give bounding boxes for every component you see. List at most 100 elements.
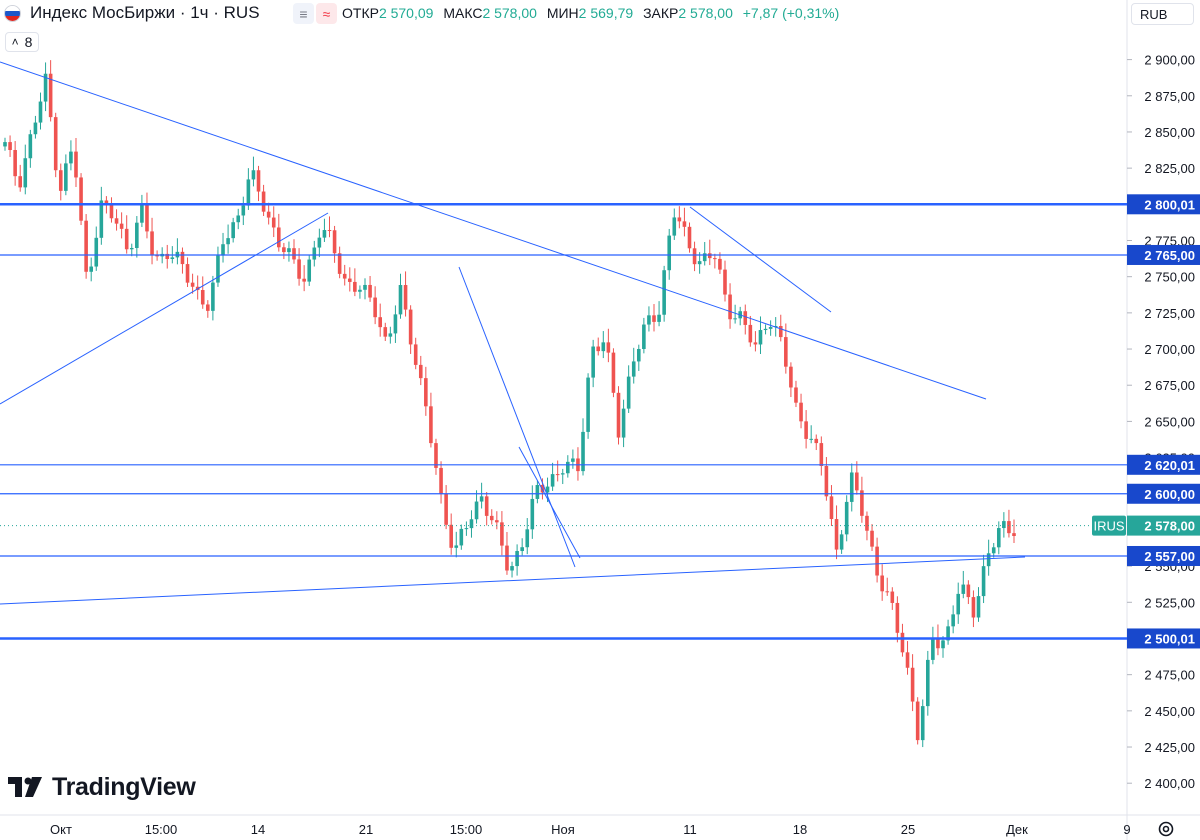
candle-body <box>855 472 859 491</box>
candle-body <box>378 317 383 328</box>
candle-body <box>768 327 773 329</box>
candle-body <box>317 237 322 248</box>
level-price-label: 2 620,01 <box>1144 458 1195 473</box>
candle-body <box>530 498 535 530</box>
candle-body <box>936 638 940 649</box>
wave-icon[interactable]: ≈ <box>316 3 337 24</box>
candle-body <box>915 701 920 741</box>
y-tick-label: 2 850,00 <box>1144 125 1195 140</box>
symbol-title[interactable]: Индекс МосБиржи · 1ч · RUS <box>30 3 260 22</box>
candle-body <box>454 545 459 548</box>
candle-body <box>353 281 357 292</box>
x-tick-label: 15:00 <box>450 822 483 837</box>
candle-body <box>69 151 73 164</box>
candle-body <box>525 529 530 548</box>
candle-body <box>449 524 453 548</box>
candle-body <box>418 364 423 379</box>
candle-body <box>206 304 210 311</box>
candle-body <box>692 248 697 265</box>
candle-body <box>794 387 798 403</box>
candle-body <box>358 289 362 292</box>
candle-body <box>261 191 266 212</box>
candle-body <box>550 474 555 487</box>
candle-body <box>849 472 854 502</box>
candle-body <box>672 217 677 236</box>
y-tick-label: 2 900,00 <box>1144 53 1195 68</box>
candle-body <box>393 314 398 334</box>
candle-body <box>3 142 7 147</box>
candle-body <box>763 328 768 331</box>
candle-body <box>662 270 666 315</box>
candle-body <box>515 551 519 567</box>
level-price-label: 2 765,00 <box>1144 248 1195 263</box>
candle-body <box>53 117 58 171</box>
candle-body <box>484 496 489 516</box>
candle-body <box>647 315 651 325</box>
candle-body <box>109 203 114 219</box>
candle-body <box>33 122 38 135</box>
candle-body <box>13 150 17 177</box>
y-tick-label: 2 425,00 <box>1144 740 1195 755</box>
candle-body <box>555 474 560 476</box>
candle-body <box>713 258 717 260</box>
candle-body <box>8 142 12 151</box>
candle-body <box>748 324 753 343</box>
candle-body <box>226 238 230 245</box>
candle-body <box>697 261 702 265</box>
candle-body <box>145 203 149 232</box>
candle-body <box>586 377 590 432</box>
candle-body <box>114 218 119 224</box>
trend-line <box>689 206 832 313</box>
candle-body <box>718 258 722 270</box>
candle-body <box>140 203 144 223</box>
candle-body <box>271 217 276 228</box>
candle-body <box>991 547 996 554</box>
candle-body <box>616 392 621 438</box>
candle-body <box>104 200 109 204</box>
candle-body <box>702 253 707 262</box>
x-tick-label: Окт <box>50 822 72 837</box>
high-value: 2 578,00 <box>482 5 537 21</box>
change-value: +7,87 (+0,31%) <box>742 5 840 21</box>
candle-body <box>444 494 448 525</box>
candle-body <box>900 632 905 653</box>
candle-body <box>413 344 418 365</box>
y-tick-label: 2 450,00 <box>1144 704 1195 719</box>
candle-body <box>231 222 235 239</box>
compare-icon[interactable]: ≡ <box>293 3 314 24</box>
tradingview-logo[interactable]: TradingView <box>8 773 196 802</box>
candle-body <box>652 315 656 322</box>
x-tick-label: 15:00 <box>145 822 178 837</box>
candle-body <box>819 443 824 466</box>
indicators-toggle[interactable]: ˄ 8 <box>5 32 39 52</box>
candle-body <box>74 151 78 178</box>
x-tick-label: Дек <box>1006 822 1028 837</box>
candle-body <box>479 496 484 502</box>
candle-body <box>388 333 393 337</box>
candle-body <box>926 659 930 707</box>
candle-body <box>626 376 631 409</box>
y-tick-label: 2 650,00 <box>1144 414 1195 429</box>
candle-body <box>905 652 910 668</box>
symbol-tag-label: IRUS <box>1093 519 1124 534</box>
candle-body <box>621 408 626 438</box>
candle-body <box>48 73 53 118</box>
candle-body <box>804 421 808 439</box>
candle-body <box>373 297 377 318</box>
high-label: МАКС <box>443 5 483 21</box>
candle-body <box>946 626 950 641</box>
candle-body <box>505 545 509 571</box>
level-price-label: 2 500,01 <box>1144 631 1195 646</box>
candle-body <box>276 227 281 248</box>
candle-body <box>687 226 692 249</box>
ohlc-readout: ОТКР2 570,09 МАКС2 578,00 МИН2 569,79 ЗА… <box>342 5 839 21</box>
candle-body <box>337 253 342 274</box>
level-price-tag <box>1127 454 1200 475</box>
candle-body <box>520 547 524 552</box>
gear-icon[interactable] <box>1156 819 1176 839</box>
currency-button[interactable]: RUB <box>1131 3 1194 25</box>
candle-body <box>966 584 971 598</box>
y-tick-label: 2 875,00 <box>1144 89 1195 104</box>
candle-body <box>190 282 195 287</box>
